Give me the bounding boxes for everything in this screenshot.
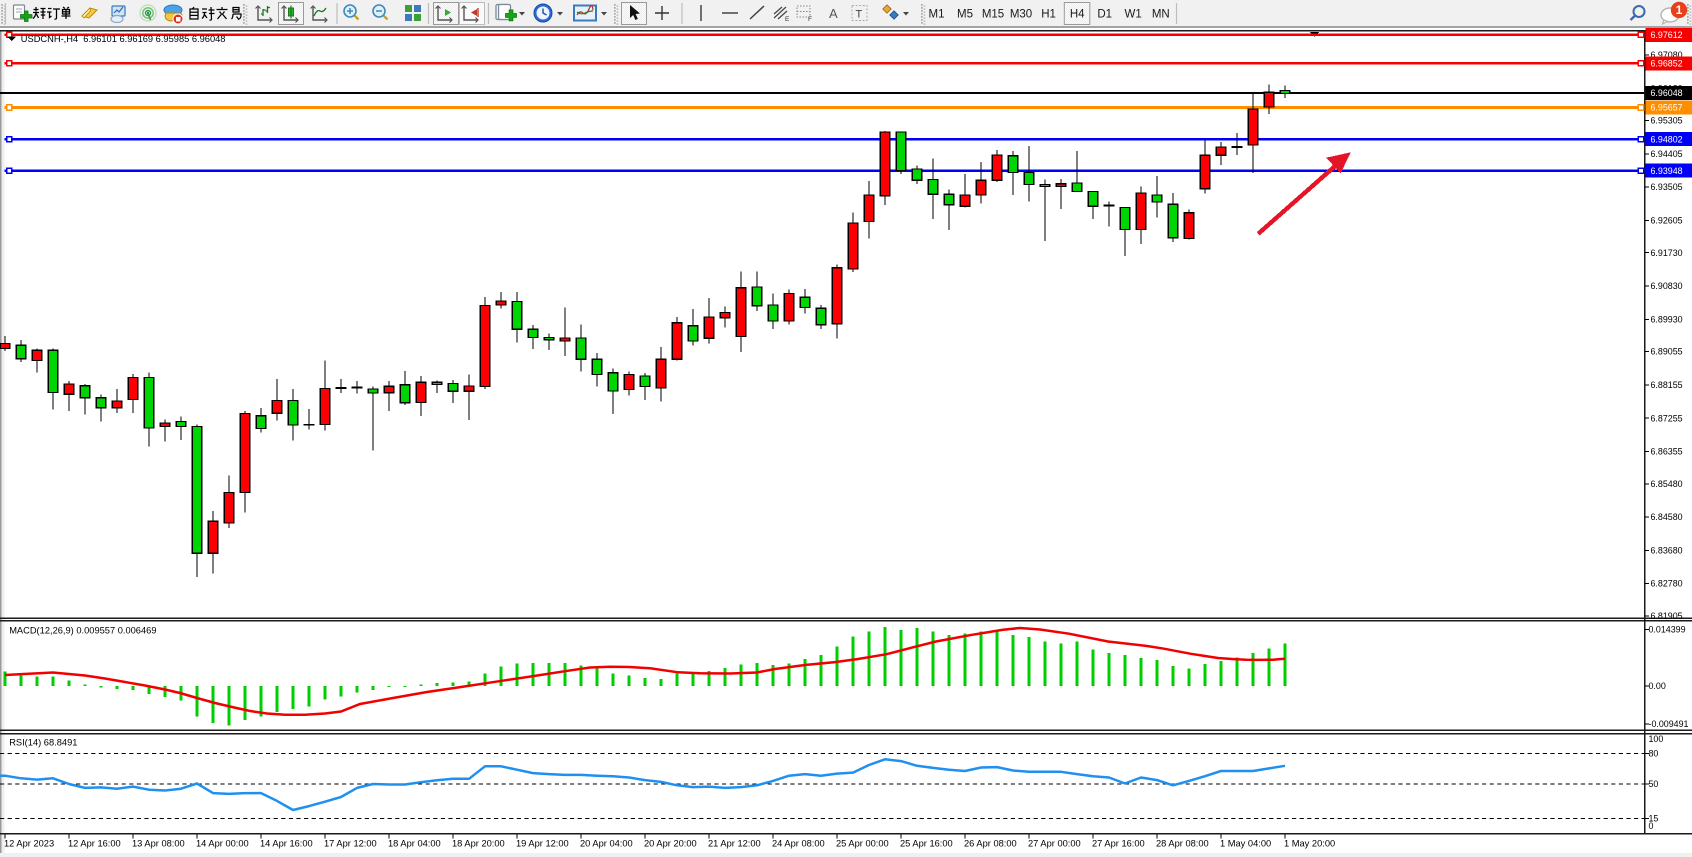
svg-text:6.93505: 6.93505 xyxy=(1651,182,1683,192)
svg-text:20 Apr 20:00: 20 Apr 20:00 xyxy=(644,838,697,848)
svg-text:100: 100 xyxy=(1649,734,1664,744)
svg-text:1 May 20:00: 1 May 20:00 xyxy=(1284,838,1335,848)
svg-text:W1: W1 xyxy=(1124,9,1141,21)
svg-text:28 Apr 08:00: 28 Apr 08:00 xyxy=(1156,838,1209,848)
svg-text:6.94802: 6.94802 xyxy=(1651,134,1683,144)
svg-text:6.95657: 6.95657 xyxy=(1651,103,1683,113)
svg-text:26 Apr 08:00: 26 Apr 08:00 xyxy=(964,838,1017,848)
svg-text:MN: MN xyxy=(1152,9,1170,21)
svg-text:M15: M15 xyxy=(982,9,1004,21)
svg-text:0: 0 xyxy=(1649,821,1654,831)
svg-text:T: T xyxy=(856,9,863,21)
svg-text:M5: M5 xyxy=(957,9,973,21)
svg-text:12 Apr 16:00: 12 Apr 16:00 xyxy=(68,838,121,848)
svg-text:80: 80 xyxy=(1649,749,1659,759)
svg-text:6.85480: 6.85480 xyxy=(1651,479,1683,489)
svg-text:H1: H1 xyxy=(1041,9,1056,21)
svg-text:-0.009491: -0.009491 xyxy=(1649,719,1689,729)
svg-text:6.82780: 6.82780 xyxy=(1651,579,1683,589)
svg-text:6.83680: 6.83680 xyxy=(1651,546,1683,556)
svg-text:M1: M1 xyxy=(929,9,945,21)
svg-text:E: E xyxy=(785,16,790,23)
svg-text:6.97612: 6.97612 xyxy=(1651,30,1683,40)
svg-text:6.93948: 6.93948 xyxy=(1651,166,1683,176)
svg-text:6.96048: 6.96048 xyxy=(1651,88,1683,98)
svg-text:17 Apr 12:00: 17 Apr 12:00 xyxy=(324,838,377,848)
svg-text:6.89055: 6.89055 xyxy=(1651,347,1683,357)
svg-text:6.94405: 6.94405 xyxy=(1651,149,1683,159)
svg-text:6.89930: 6.89930 xyxy=(1651,314,1683,324)
svg-text:15: 15 xyxy=(1649,814,1659,824)
svg-text:H4: H4 xyxy=(1070,9,1085,21)
svg-text:18 Apr 20:00: 18 Apr 20:00 xyxy=(452,838,505,848)
svg-text:USDCNH-,H4 6.96101 6.96169 6.: USDCNH-,H4 6.96101 6.96169 6.95985 6.960… xyxy=(21,34,226,44)
svg-text:6.84580: 6.84580 xyxy=(1651,512,1683,522)
svg-text:18 Apr 04:00: 18 Apr 04:00 xyxy=(388,838,441,848)
svg-text:6.81905: 6.81905 xyxy=(1651,611,1683,621)
svg-text:19 Apr 12:00: 19 Apr 12:00 xyxy=(516,838,569,848)
svg-text:50: 50 xyxy=(1649,779,1659,789)
svg-text:1: 1 xyxy=(1676,3,1683,17)
svg-text:12 Apr 2023: 12 Apr 2023 xyxy=(4,838,54,848)
svg-text:A: A xyxy=(829,6,838,21)
svg-text:14 Apr 00:00: 14 Apr 00:00 xyxy=(196,838,249,848)
svg-text:1 May 04:00: 1 May 04:00 xyxy=(1220,838,1271,848)
svg-text:6.87255: 6.87255 xyxy=(1651,413,1683,423)
svg-text:21 Apr 12:00: 21 Apr 12:00 xyxy=(708,838,761,848)
svg-text:MACD(12,26,9) 0.009557 0.00646: MACD(12,26,9) 0.009557 0.006469 xyxy=(9,626,156,636)
svg-text:D1: D1 xyxy=(1097,9,1112,21)
svg-text:0.00: 0.00 xyxy=(1649,681,1666,691)
svg-text:F: F xyxy=(808,16,812,23)
svg-text:20 Apr 04:00: 20 Apr 04:00 xyxy=(580,838,633,848)
svg-text:25 Apr 00:00: 25 Apr 00:00 xyxy=(836,838,889,848)
svg-text:6.90830: 6.90830 xyxy=(1651,281,1683,291)
svg-text:6.91730: 6.91730 xyxy=(1651,248,1683,258)
svg-text:24 Apr 08:00: 24 Apr 08:00 xyxy=(772,838,825,848)
svg-text:RSI(14) 68.8491: RSI(14) 68.8491 xyxy=(9,737,77,747)
svg-text:6.88155: 6.88155 xyxy=(1651,380,1683,390)
svg-text:6.96852: 6.96852 xyxy=(1651,59,1683,69)
svg-text:6.92605: 6.92605 xyxy=(1651,215,1683,225)
svg-text:27 Apr 16:00: 27 Apr 16:00 xyxy=(1092,838,1145,848)
svg-text:13 Apr 08:00: 13 Apr 08:00 xyxy=(132,838,185,848)
svg-text:14 Apr 16:00: 14 Apr 16:00 xyxy=(260,838,313,848)
svg-text:6.95305: 6.95305 xyxy=(1651,116,1683,126)
svg-text:6.86355: 6.86355 xyxy=(1651,447,1683,457)
svg-text:0.014399: 0.014399 xyxy=(1649,625,1686,635)
svg-text:27 Apr 00:00: 27 Apr 00:00 xyxy=(1028,838,1081,848)
svg-text:M30: M30 xyxy=(1010,9,1032,21)
svg-text:25 Apr 16:00: 25 Apr 16:00 xyxy=(900,838,953,848)
svg-text:6.97080: 6.97080 xyxy=(1651,50,1683,60)
